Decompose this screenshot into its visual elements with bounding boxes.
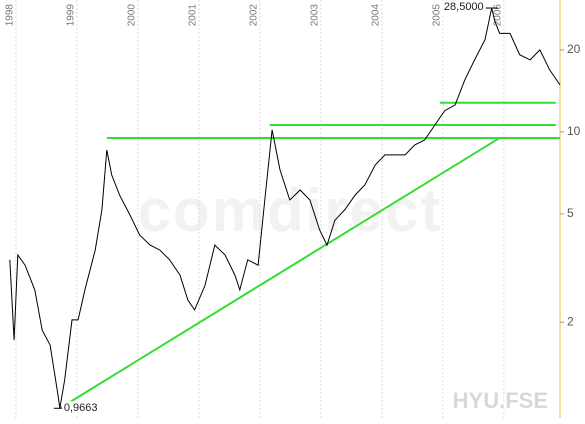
watermark: comdirect [138, 177, 443, 244]
annotation-label: 0,9663 [64, 402, 98, 414]
x-tick-label: 2001 [188, 4, 199, 27]
x-tick-label: 1998 [5, 4, 16, 27]
trend-line [59, 137, 501, 410]
x-tick-label: 2005 [432, 4, 443, 27]
annotation-bg [61, 401, 106, 415]
x-tick-label: 2004 [371, 4, 382, 27]
y-tick-label: 5 [567, 206, 574, 220]
price-line [9, 7, 561, 409]
x-tick-label: 2000 [127, 4, 138, 27]
y-tick-label: 20 [567, 42, 581, 56]
y-tick-label: 10 [567, 124, 581, 138]
x-tick-label: 1999 [66, 4, 77, 27]
x-tick-label: 2002 [249, 4, 260, 27]
y-tick-label: 2 [567, 314, 574, 328]
x-tick-label: 2006 [493, 4, 504, 27]
x-tick-label: 2003 [310, 4, 321, 27]
symbol: HYU.FSE [453, 388, 548, 413]
annotation-label: 28,5000 [444, 1, 484, 13]
annotation-bg [439, 1, 484, 15]
